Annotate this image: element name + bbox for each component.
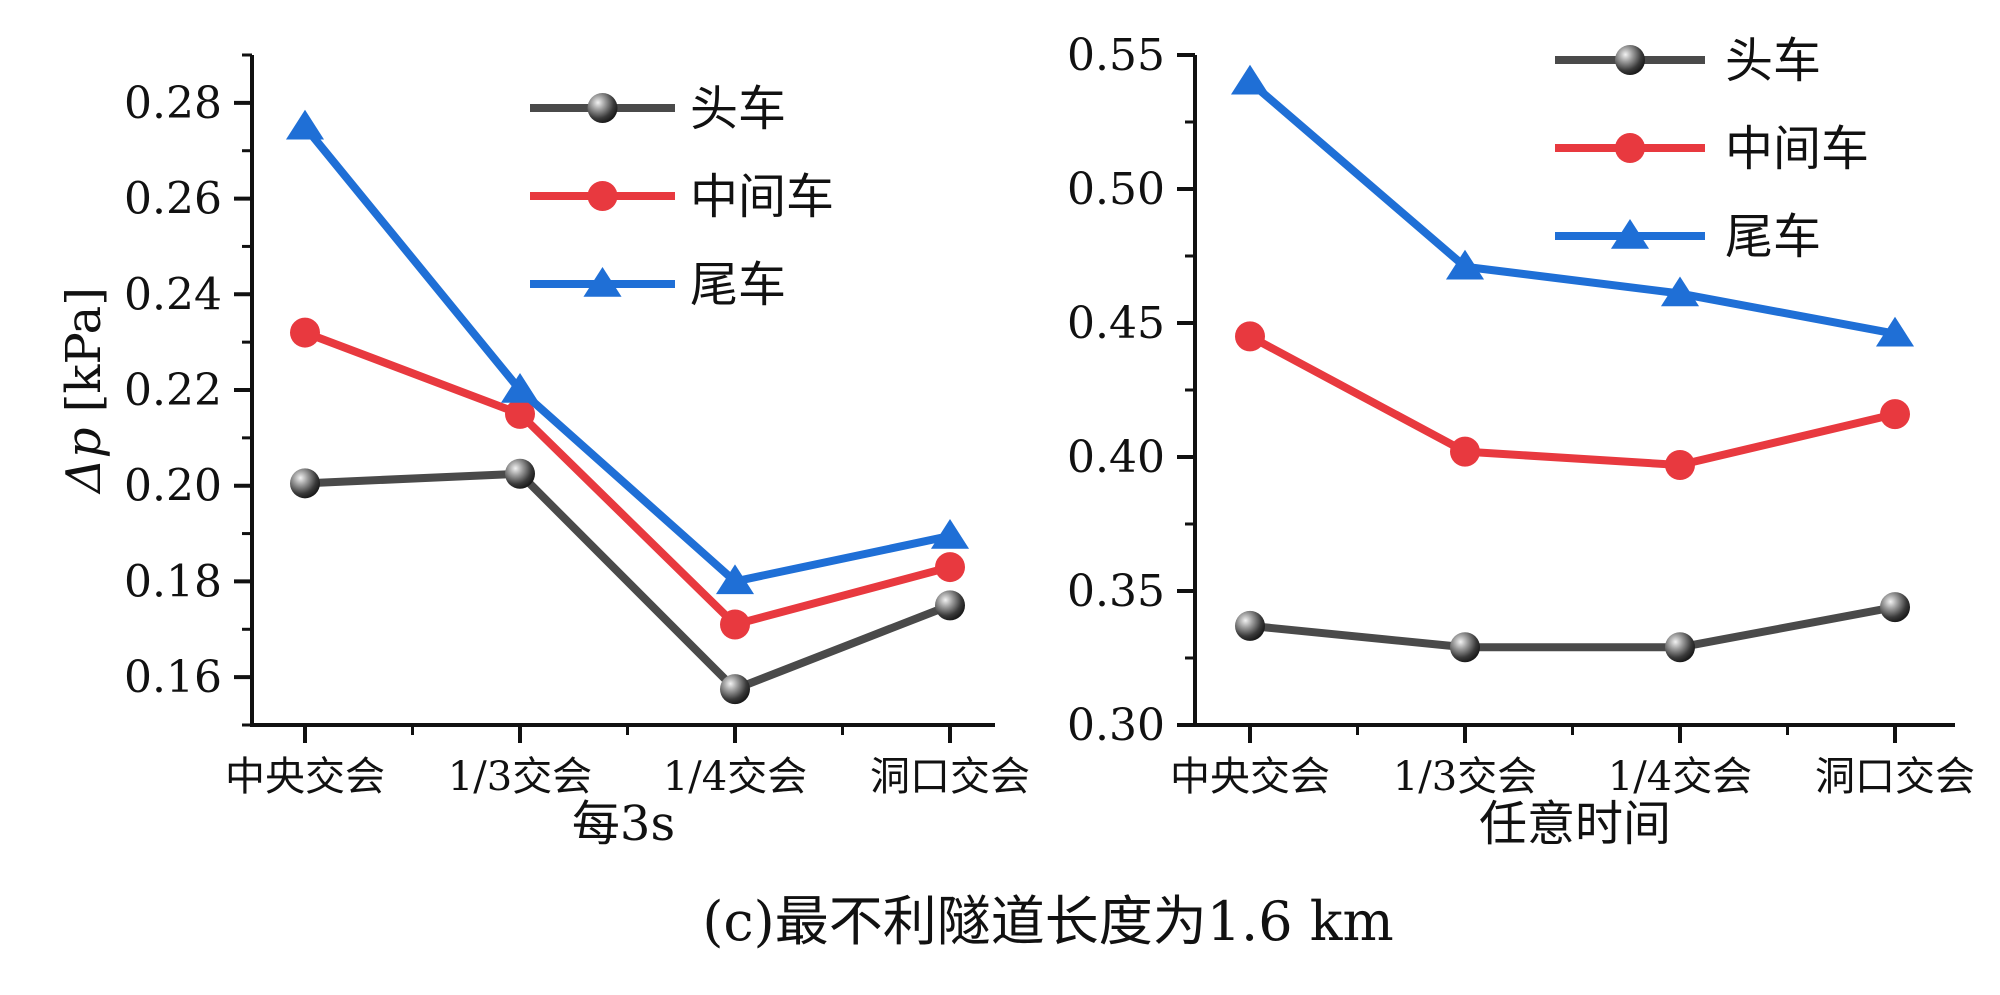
legend-marker [1615, 45, 1645, 75]
x-tick-label: 洞口交会 [1815, 754, 1975, 800]
y-axis-label-unit: [kPa] [56, 287, 112, 428]
data-point [1875, 316, 1915, 347]
legend-marker [1610, 219, 1650, 249]
legend-label: 头车 [1725, 33, 1821, 89]
data-point [500, 373, 540, 403]
data-point [1235, 321, 1265, 352]
series-line [301, 328, 954, 629]
y-tick-label: 0.16 [124, 652, 222, 703]
data-point [505, 398, 535, 429]
legend-marker [583, 267, 622, 297]
data-point [935, 552, 965, 583]
y-tick-label: 0.45 [1067, 298, 1165, 349]
y-tick-label: 0.28 [124, 78, 222, 129]
y-tick-label: 0.35 [1067, 566, 1165, 617]
x-tick-label: 洞口交会 [870, 754, 1030, 800]
legend-label: 尾车 [1725, 209, 1821, 265]
y-tick-label: 0.24 [124, 269, 222, 320]
x-axis-label: 每3s [572, 796, 675, 852]
x-tick-label: 中央交会 [1170, 754, 1330, 800]
data-point [1235, 610, 1265, 641]
y-tick-label: 0.55 [1067, 30, 1165, 81]
data-point [720, 674, 750, 705]
series-line [1246, 77, 1899, 338]
legend-label: 尾车 [690, 257, 786, 313]
data-point [715, 564, 755, 595]
data-point [1230, 64, 1270, 95]
legend-marker [587, 93, 618, 123]
x-tick-label: 中央交会 [225, 754, 385, 800]
legend-label: 中间车 [690, 169, 834, 225]
y-tick-label: 0.22 [124, 365, 222, 416]
data-point [720, 609, 750, 640]
data-point [1880, 399, 1910, 430]
data-point [1665, 632, 1695, 663]
chart-left: 0.16 0.18 0.20 0.22 0.24 0.26 0.28 中央交会 1/3交会 1/4… [56, 53, 1030, 852]
y-tick-label: 0.26 [124, 174, 222, 225]
data-point [290, 468, 320, 499]
x-tick-label: 1/4交会 [663, 754, 807, 800]
series-line [301, 122, 954, 586]
y-axis-label-symbol: Δp [56, 428, 112, 495]
y-tick-label: 0.18 [124, 556, 222, 607]
data-point [1665, 450, 1695, 481]
figure-caption: (c)最不利隧道长度为1.6 km [702, 890, 1393, 953]
y-tick-label: 0.20 [124, 461, 222, 512]
data-point [285, 109, 325, 140]
legend-label: 中间车 [1725, 121, 1869, 177]
data-point [1660, 276, 1700, 307]
data-point [290, 317, 320, 348]
data-point [1880, 592, 1910, 623]
y-tick-label: 0.40 [1067, 432, 1165, 483]
data-point [1450, 632, 1480, 663]
data-point [1445, 249, 1485, 280]
data-point [935, 590, 965, 621]
chart-right: 0.30 0.35 0.40 0.45 0.50 0.55 中央交会 1/3交会 1/4交会 洞口… [1067, 30, 1975, 852]
y-tick-label: 0.30 [1067, 700, 1165, 751]
x-tick-label: 1/4交会 [1608, 754, 1752, 800]
series-line [301, 469, 954, 694]
legend-marker [587, 181, 618, 211]
data-point [505, 458, 535, 489]
series-line [1246, 603, 1899, 652]
y-axis-label: Δp [kPa] [56, 287, 112, 495]
series-line [1246, 332, 1899, 470]
legend-marker [1615, 133, 1645, 163]
x-axis-label: 任意时间 [1479, 796, 1671, 852]
x-tick-label: 1/3交会 [1393, 754, 1537, 800]
data-point [930, 518, 970, 549]
x-tick-label: 1/3交会 [448, 754, 592, 800]
legend-label: 头车 [690, 81, 786, 137]
data-point [1450, 436, 1480, 467]
y-tick-label: 0.50 [1067, 164, 1165, 215]
